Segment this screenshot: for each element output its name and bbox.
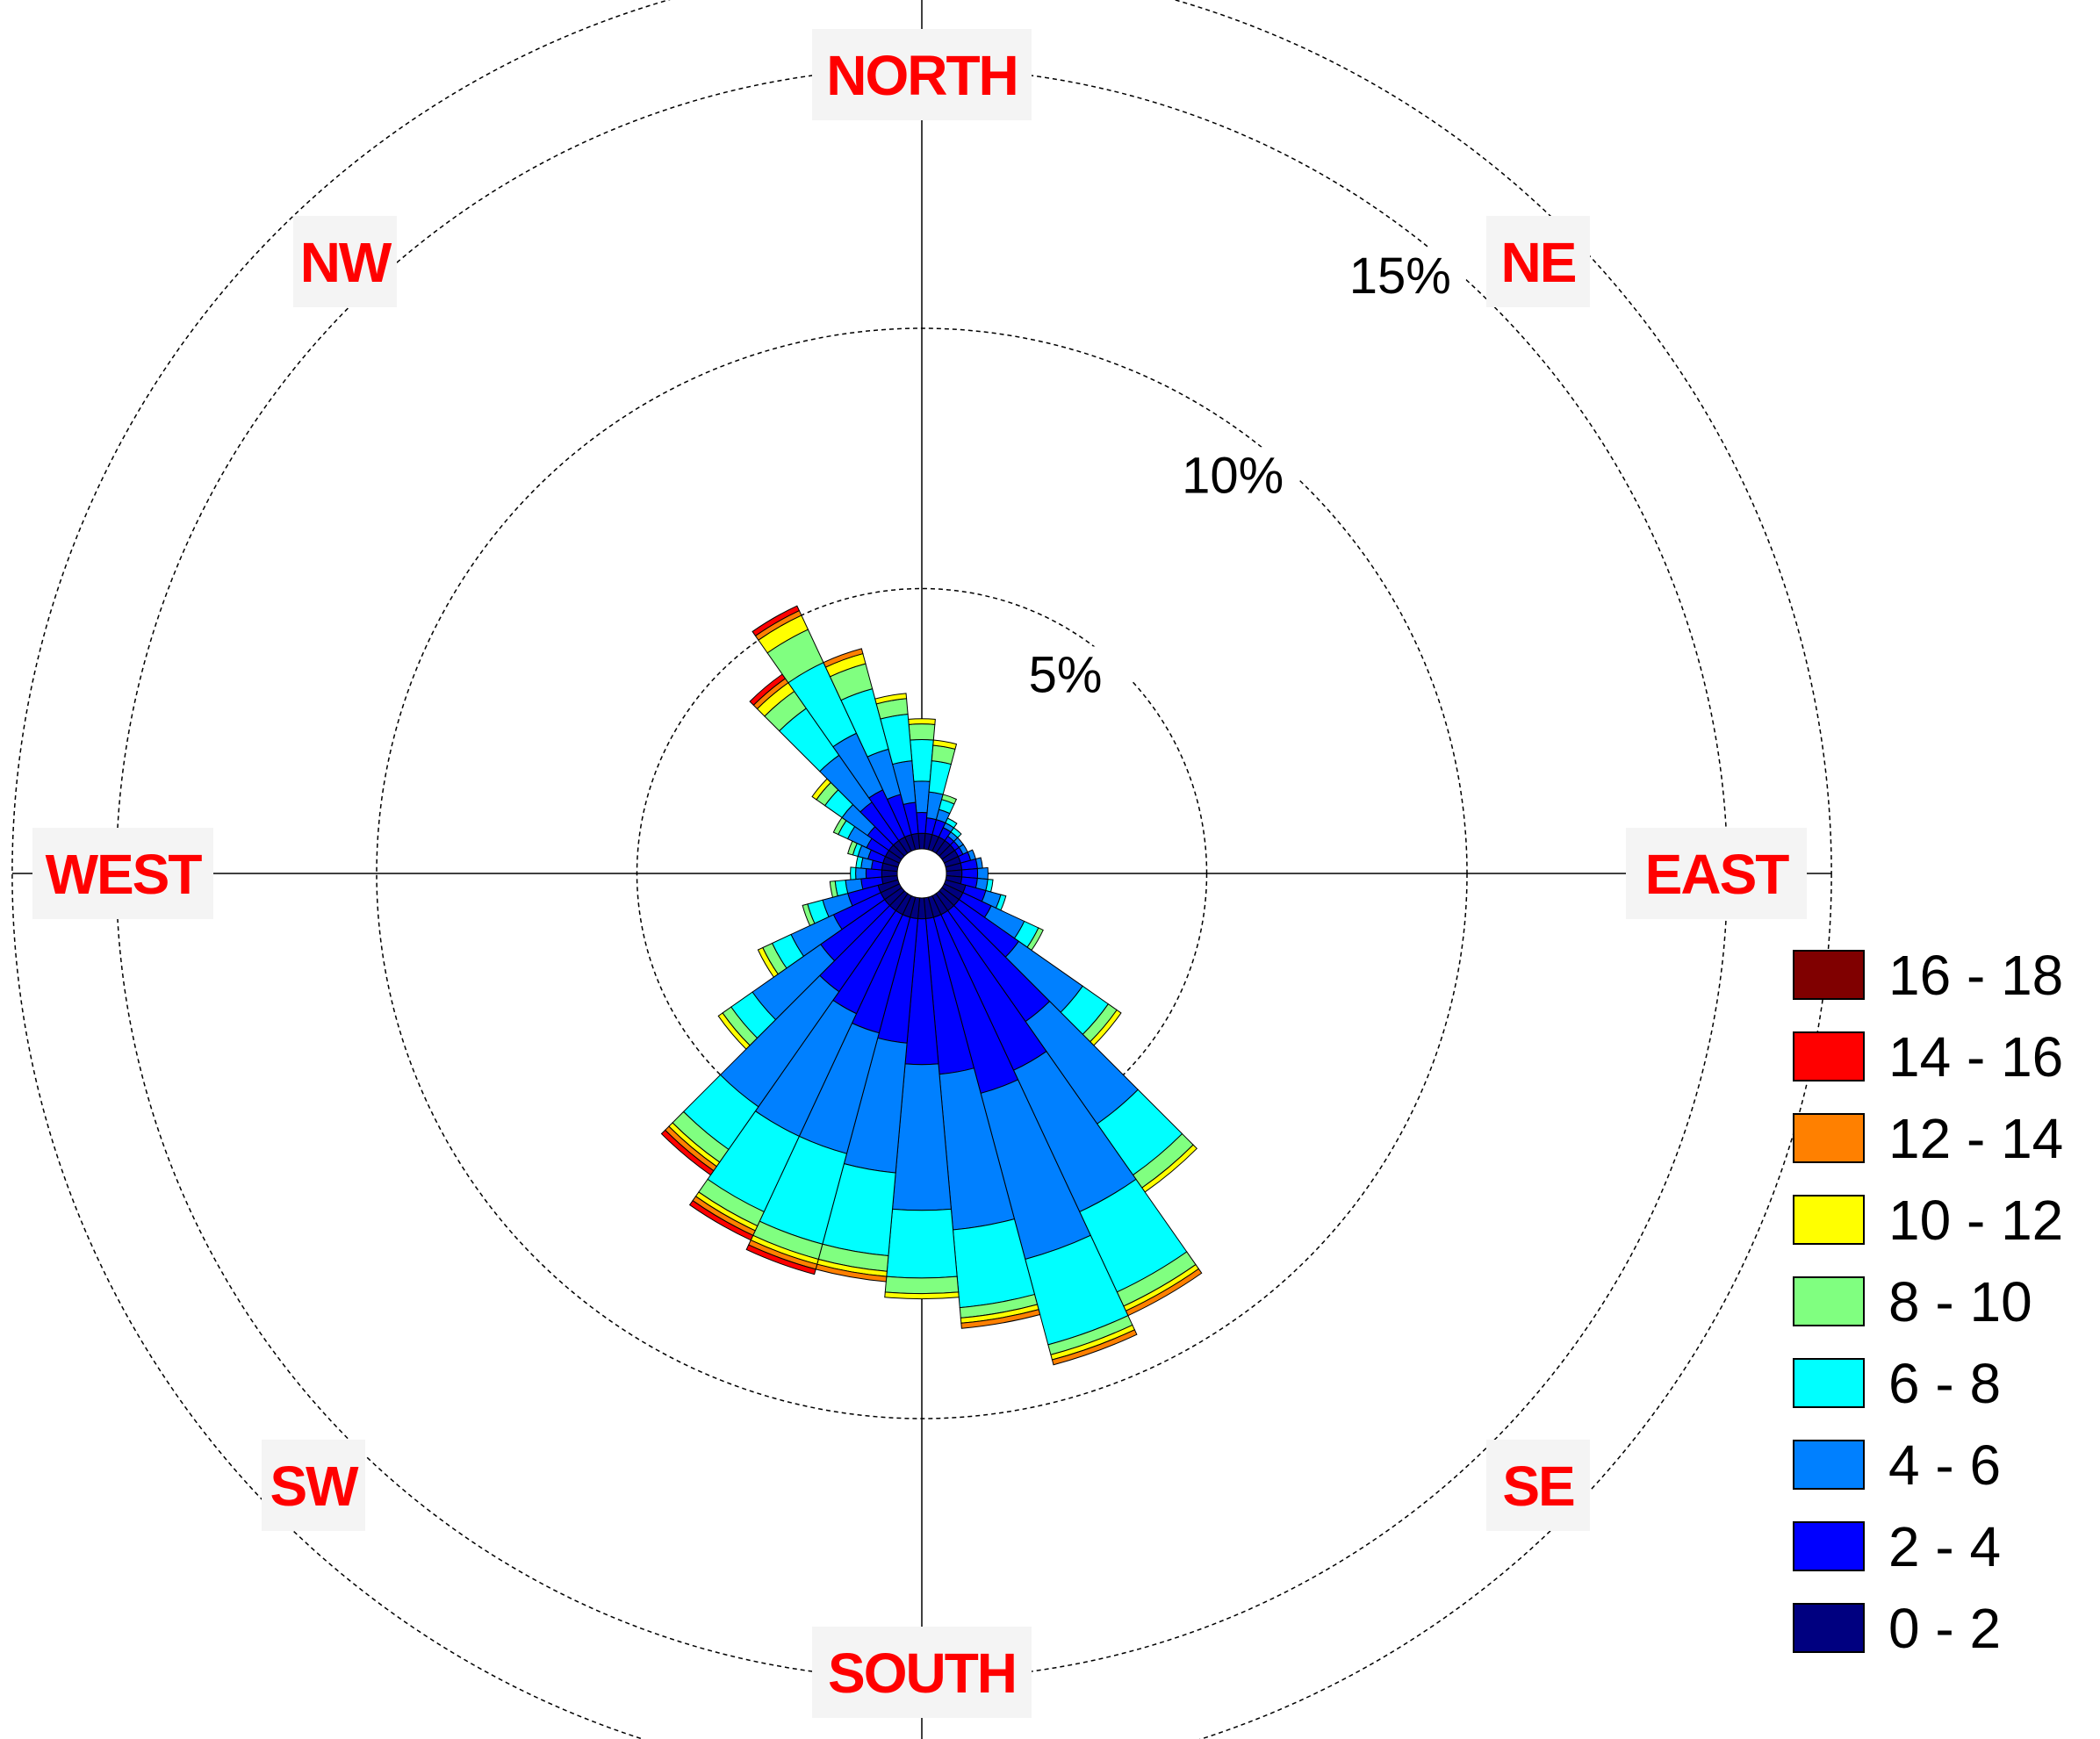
direction-label-west: WEST [32, 828, 213, 919]
legend-swatch-1 [1793, 1521, 1865, 1571]
legend-item-6: 12 - 14 [1793, 1107, 2063, 1170]
legend-item-0: 0 - 2 [1793, 1597, 2001, 1660]
direction-label-text-north: NORTH [826, 44, 1018, 107]
legend-swatch-0 [1793, 1603, 1865, 1653]
legend-label-6: 12 - 14 [1888, 1107, 2063, 1170]
direction-label-ne: NE [1486, 216, 1590, 307]
petal-segment-dir0-bin5 [908, 718, 936, 725]
petal-segment-dir200-bin7 [745, 1244, 816, 1276]
direction-label-text-sw: SW [270, 1455, 359, 1518]
calm-center [896, 848, 947, 899]
ring-10 [376, 327, 1468, 1419]
ring-label-bg-10 [1167, 447, 1299, 518]
direction-label-bg-ne [1486, 216, 1590, 307]
petal-segment-dir250-bin4 [802, 903, 816, 927]
petal-segment-dir270-bin2 [855, 866, 867, 880]
direction-label-bg-east [1626, 828, 1807, 919]
direction-label-bg-north [812, 29, 1032, 120]
legend-label-4: 8 - 10 [1888, 1270, 2032, 1333]
direction-label-text-west: WEST [46, 843, 203, 906]
ring-label-text-15: 15% [1349, 248, 1451, 305]
petal-segment-dir330-bin7 [752, 605, 801, 637]
petal-segment-dir30-bin3 [945, 817, 958, 829]
ring-label-10: 10% [1167, 447, 1299, 518]
legend-label-0: 0 - 2 [1888, 1597, 2001, 1660]
ring-labels: 5% 10% 15% [999, 248, 1466, 717]
ring-label-15: 15% [1334, 248, 1466, 319]
legend-label-3: 6 - 8 [1888, 1352, 2001, 1415]
petal-segment-dir350-bin5 [874, 693, 908, 705]
petal-segment-dir340-bin6 [823, 648, 864, 668]
petal-segment-dir270-bin3 [850, 866, 857, 880]
legend-swatch-3 [1793, 1358, 1865, 1408]
legend-item-5: 10 - 12 [1793, 1189, 2063, 1252]
legend-label-7: 14 - 16 [1888, 1025, 2063, 1089]
direction-label-north: NORTH [812, 29, 1032, 120]
legend-label-1: 2 - 4 [1888, 1515, 2001, 1578]
direction-label-bg-sw [262, 1440, 365, 1531]
ring-5 [636, 587, 1208, 1160]
legend-swatch-8 [1793, 950, 1865, 1000]
petal-segment-dir170-bin6 [960, 1309, 1041, 1329]
legend-swatch-2 [1793, 1440, 1865, 1490]
ring-outer [11, 0, 1832, 1739]
direction-labels: NORTH NE EAST SE SOUTH SW WEST NW [32, 29, 1807, 1718]
legend-item-8: 16 - 18 [1793, 944, 2063, 1007]
petal-segment-dir40-bin3 [950, 827, 962, 838]
petal-segment-dir240-bin5 [757, 946, 779, 978]
direction-label-sw: SW [262, 1440, 365, 1531]
legend-label-8: 16 - 18 [1888, 944, 2063, 1007]
petal-segment-dir180-bin5 [884, 1291, 960, 1300]
petal-segment-dir20-bin4 [940, 794, 958, 805]
legend-label-5: 10 - 12 [1888, 1189, 2063, 1252]
ring-label-text-5: 5% [1029, 646, 1103, 703]
legend-swatch-4 [1793, 1276, 1865, 1326]
direction-label-text-east: EAST [1645, 843, 1790, 906]
petal-segment-dir230-bin5 [717, 1012, 751, 1050]
petal-segment-dir0-bin4 [908, 723, 936, 741]
legend-item-3: 6 - 8 [1793, 1352, 2001, 1415]
petal-segment-dir160-bin6 [1051, 1329, 1138, 1366]
legend-item-1: 2 - 4 [1793, 1515, 2001, 1578]
petals [660, 605, 1203, 1366]
petal-segment-dir90-bin2 [976, 866, 989, 880]
direction-label-east: EAST [1626, 828, 1807, 919]
direction-label-south: SOUTH [812, 1627, 1032, 1718]
direction-label-se: SE [1486, 1440, 1590, 1531]
direction-label-bg-west [32, 828, 213, 919]
legend-item-7: 14 - 16 [1793, 1025, 2063, 1089]
petal-segment-dir210-bin7 [688, 1199, 754, 1241]
direction-label-text-se: SE [1502, 1455, 1574, 1518]
direction-label-text-nw: NW [300, 231, 392, 294]
legend: 16 - 18 14 - 16 12 - 14 10 - 12 8 - 10 6 - 8 4… [1793, 944, 2063, 1660]
direction-label-bg-south [812, 1627, 1032, 1718]
petal-segment-dir220-bin7 [660, 1129, 715, 1176]
legend-swatch-7 [1793, 1031, 1865, 1081]
legend-item-4: 8 - 10 [1793, 1270, 2032, 1333]
ring-label-text-10: 10% [1182, 447, 1284, 504]
petal-segment-dir10-bin5 [932, 739, 958, 751]
legend-swatch-6 [1793, 1113, 1865, 1163]
legend-item-2: 4 - 6 [1793, 1434, 2001, 1497]
legend-label-2: 4 - 6 [1888, 1434, 2001, 1497]
ring-label-bg-15 [1334, 248, 1466, 319]
direction-label-bg-nw [293, 216, 397, 307]
petal-segment-dir180-bin3 [886, 1208, 958, 1279]
legend-swatch-5 [1793, 1195, 1865, 1245]
direction-label-bg-se [1486, 1440, 1590, 1531]
ring-label-5: 5% [999, 646, 1132, 717]
ring-label-bg-5 [999, 646, 1132, 717]
petal-segment-dir180-bin4 [884, 1276, 960, 1295]
petal-segment-dir260-bin4 [829, 880, 838, 898]
direction-label-nw: NW [293, 216, 397, 307]
direction-label-text-ne: NE [1501, 231, 1576, 294]
petal-segment-dir10-bin3 [928, 760, 952, 795]
direction-label-text-south: SOUTH [828, 1642, 1016, 1705]
